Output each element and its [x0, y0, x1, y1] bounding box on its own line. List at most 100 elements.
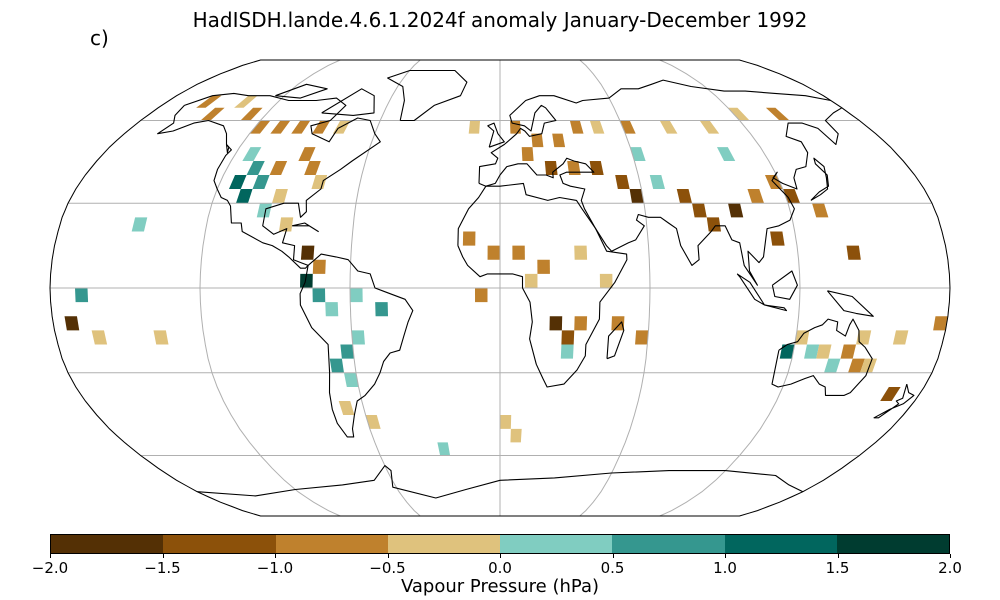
coastline — [771, 270, 798, 300]
panel-label: c) — [90, 26, 109, 50]
anomaly-cell — [824, 358, 841, 373]
anomaly-cell — [747, 189, 764, 204]
colorbar-tick-label: 1.5 — [825, 559, 850, 577]
anomaly-cell — [249, 120, 271, 134]
anomaly-cell — [727, 107, 750, 121]
colorbar-tick-label: −1.0 — [256, 559, 294, 577]
coastline — [736, 273, 766, 306]
anomaly-cell — [312, 288, 326, 303]
anomaly-cell — [311, 174, 328, 190]
anomaly-cell — [840, 344, 857, 359]
anomaly-cell — [524, 273, 538, 288]
coastline — [764, 304, 788, 312]
anomaly-cell — [509, 120, 521, 134]
anomaly-cell — [589, 120, 605, 134]
coastline — [291, 222, 319, 233]
coastline — [387, 69, 468, 122]
colorbar-tick-mark — [50, 554, 51, 558]
anomaly-cell — [270, 120, 291, 134]
coastline — [487, 122, 505, 148]
anomaly-cell — [599, 273, 613, 288]
anomaly-cell — [856, 330, 872, 345]
anomaly-cell — [816, 344, 832, 359]
anomaly-cell — [549, 316, 563, 331]
colorbar-segment — [836, 535, 949, 553]
anomaly-cell — [475, 288, 488, 303]
coastline — [225, 143, 230, 154]
colorbar-tick-mark — [725, 554, 726, 558]
coastline — [810, 157, 830, 201]
colorbar-segment — [724, 535, 837, 553]
anomaly-cell — [236, 189, 253, 204]
anomaly-cell — [706, 217, 721, 232]
colorbar-label: Vapour Pressure (hPa) — [400, 576, 600, 597]
coastline — [478, 107, 843, 286]
anomaly-cell — [329, 358, 344, 373]
colorbar-tick-label: 2.0 — [938, 559, 962, 577]
colorbar-tick-mark — [837, 554, 839, 558]
anomaly-cell — [892, 330, 909, 345]
anomaly-cell — [64, 316, 80, 331]
anomaly-cell — [574, 316, 588, 331]
anomaly-cell — [560, 344, 574, 359]
colorbar-tick-label: −1.5 — [144, 559, 181, 577]
colorbar-tick-mark — [387, 554, 389, 558]
anomaly-cell — [325, 302, 339, 317]
coastline — [299, 253, 414, 438]
coastline — [873, 383, 915, 419]
anomaly-cell — [75, 288, 89, 303]
anomaly-cell — [228, 174, 247, 190]
anomaly-cell — [375, 302, 389, 317]
anomaly-cell — [531, 133, 544, 148]
anomaly-cell — [131, 217, 148, 232]
anomaly-cell — [512, 245, 525, 260]
anomaly-cell — [552, 133, 566, 148]
anomaly-cell — [880, 386, 901, 402]
anomaly-cell — [804, 344, 820, 359]
colorbar-segment — [387, 535, 500, 553]
coastline — [771, 318, 873, 396]
anomaly-cell — [510, 428, 522, 443]
anomaly-cell — [242, 147, 262, 161]
anomaly-cell — [312, 259, 326, 274]
anomaly-cell — [500, 415, 512, 429]
anomaly-cell — [240, 107, 263, 121]
coastlines — [157, 69, 915, 499]
anomaly-cell — [567, 160, 581, 175]
anomaly-cell — [676, 189, 692, 204]
anomaly-cell — [812, 203, 829, 218]
colorbar-tick-mark — [275, 554, 276, 558]
anomaly-cell — [91, 330, 108, 345]
map-title: HadISDH.lande.4.6.1.2024f anomaly Januar… — [192, 8, 808, 32]
anomaly-cell — [765, 107, 790, 121]
colorbar-tick-label: −0.5 — [369, 559, 406, 577]
anomaly-cell — [340, 344, 355, 359]
anomaly-cell — [521, 147, 534, 161]
anomaly-cell — [256, 203, 272, 218]
anomaly-cell — [619, 120, 636, 134]
coastline — [478, 79, 831, 184]
anomaly-cell — [338, 401, 355, 416]
anomaly-cell — [848, 358, 865, 373]
anomaly-cell — [365, 415, 381, 429]
colorbar-tick-mark — [950, 554, 951, 558]
coastline — [321, 88, 375, 116]
coastline — [157, 92, 381, 269]
colorbar-tick-mark — [162, 554, 164, 558]
colorbar-tick-label: 1.0 — [713, 559, 737, 577]
anomaly-cell — [200, 107, 225, 121]
coastline — [826, 290, 874, 317]
anomaly-cell — [846, 245, 861, 260]
globe-outline — [49, 59, 951, 517]
anomaly-cell — [279, 217, 294, 232]
anomaly-cell — [153, 330, 169, 345]
anomaly-cell — [304, 160, 321, 175]
coastline — [275, 83, 328, 99]
coastline — [197, 465, 804, 499]
anomaly-cell — [272, 189, 288, 204]
anomaly-cell — [699, 120, 720, 134]
anomaly-cell — [611, 316, 625, 331]
anomaly-cell — [770, 231, 785, 246]
colorbar — [50, 534, 950, 554]
anomaly-cell — [351, 330, 365, 345]
